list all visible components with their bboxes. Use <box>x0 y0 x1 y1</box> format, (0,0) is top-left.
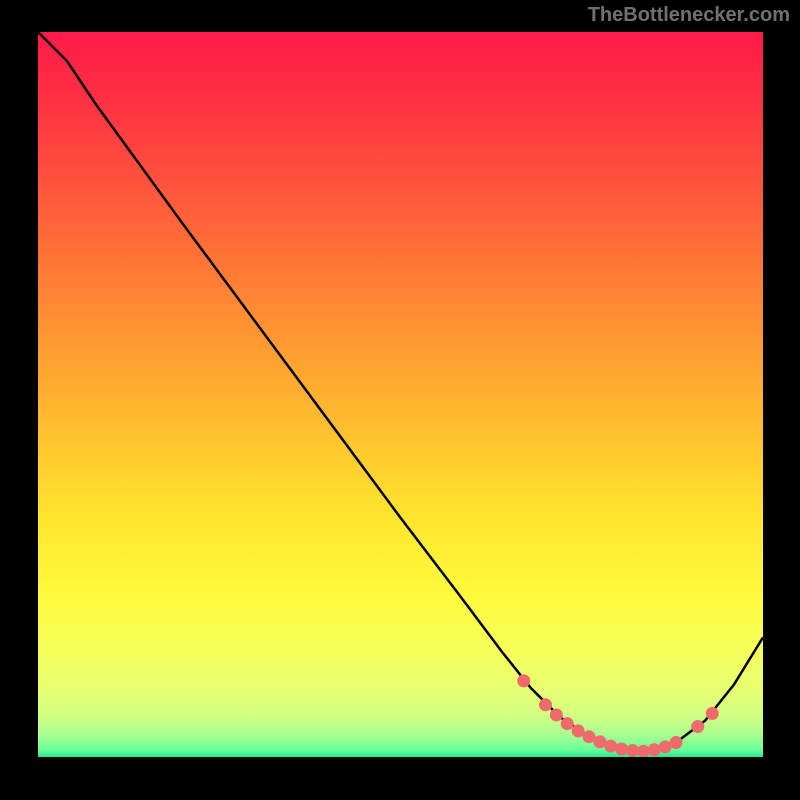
curve-marker <box>706 708 718 720</box>
chart-container: TheBottlenecker.com <box>0 0 800 800</box>
curve-marker <box>605 740 617 752</box>
curve-marker <box>540 699 552 711</box>
curve-marker <box>561 718 573 730</box>
curve-marker <box>692 721 704 733</box>
plot-svg <box>38 32 763 757</box>
curve-marker <box>637 745 649 757</box>
curve-marker <box>583 731 595 743</box>
curve-marker <box>518 675 530 687</box>
curve-marker <box>616 743 628 755</box>
curve-marker <box>659 741 671 753</box>
attribution-text: TheBottlenecker.com <box>588 4 790 27</box>
curve-marker <box>572 725 584 737</box>
curve-marker <box>627 744 639 756</box>
gradient-background <box>38 32 763 757</box>
curve-marker <box>648 744 660 756</box>
curve-marker <box>594 736 606 748</box>
curve-marker <box>550 709 562 721</box>
plot-area <box>38 32 763 757</box>
curve-marker <box>670 737 682 749</box>
